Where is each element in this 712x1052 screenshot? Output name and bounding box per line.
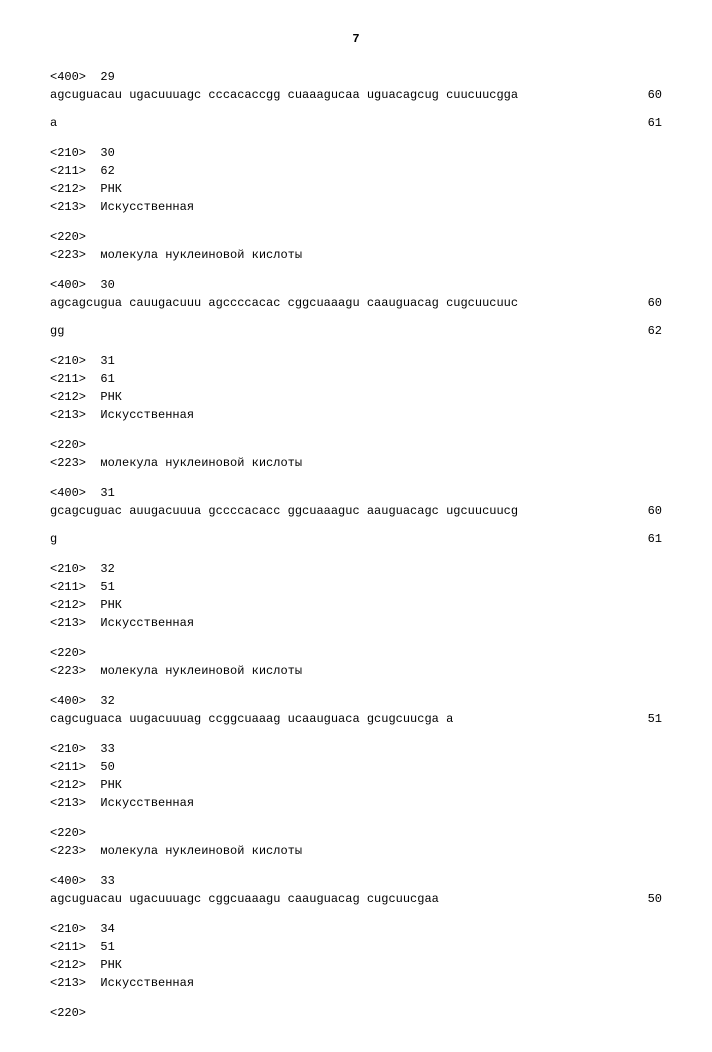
sequence-text: gg bbox=[50, 322, 622, 340]
page-number: 7 bbox=[50, 30, 662, 48]
tag-400: <400> 32 bbox=[50, 692, 662, 710]
sequence-line: g 61 bbox=[50, 530, 662, 548]
sequence-line: agcagcugua cauugacuuu agccccacac cggcuaa… bbox=[50, 294, 662, 312]
sequence-count: 50 bbox=[622, 890, 662, 908]
sequence-count: 60 bbox=[622, 86, 662, 104]
sequence-count: 60 bbox=[622, 294, 662, 312]
tag-400: <400> 31 bbox=[50, 484, 662, 502]
sequence-count: 61 bbox=[622, 114, 662, 132]
tag-400: <400> 33 bbox=[50, 872, 662, 890]
tag-220: <220> bbox=[50, 644, 662, 662]
sequence-line: cagcuguaca uugacuuuag ccggcuaaag ucaaugu… bbox=[50, 710, 662, 728]
tag-213: <213> Искусственная bbox=[50, 198, 662, 216]
sequence-count: 60 bbox=[622, 502, 662, 520]
tag-210: <210> 31 bbox=[50, 352, 662, 370]
tag-211: <211> 51 bbox=[50, 938, 662, 956]
tag-212: <212> РНК bbox=[50, 776, 662, 794]
tag-212: <212> РНК bbox=[50, 180, 662, 198]
tag-212: <212> РНК bbox=[50, 388, 662, 406]
sequence-line: gg 62 bbox=[50, 322, 662, 340]
tag-220: <220> bbox=[50, 824, 662, 842]
tag-213: <213> Искусственная bbox=[50, 614, 662, 632]
tag-210: <210> 30 bbox=[50, 144, 662, 162]
tag-213: <213> Искусственная bbox=[50, 974, 662, 992]
sequence-text: gcagcuguac auugacuuua gccccacacc ggcuaaa… bbox=[50, 502, 622, 520]
tag-220: <220> bbox=[50, 436, 662, 454]
sequence-text: agcuguacau ugacuuuagc cggcuaaagu caaugua… bbox=[50, 890, 622, 908]
sequence-line: a 61 bbox=[50, 114, 662, 132]
tag-211: <211> 61 bbox=[50, 370, 662, 388]
tag-211: <211> 50 bbox=[50, 758, 662, 776]
tag-213: <213> Искусственная bbox=[50, 794, 662, 812]
tag-210: <210> 33 bbox=[50, 740, 662, 758]
tag-212: <212> РНК bbox=[50, 956, 662, 974]
tag-211: <211> 51 bbox=[50, 578, 662, 596]
sequence-line: gcagcuguac auugacuuua gccccacacc ggcuaaa… bbox=[50, 502, 662, 520]
tag-223: <223> молекула нуклеиновой кислоты bbox=[50, 454, 662, 472]
tag-213: <213> Искусственная bbox=[50, 406, 662, 424]
sequence-count: 61 bbox=[622, 530, 662, 548]
sequence-line: agcuguacau ugacuuuagc cccacaccgg cuaaagu… bbox=[50, 86, 662, 104]
tag-212: <212> РНК bbox=[50, 596, 662, 614]
sequence-text: a bbox=[50, 114, 622, 132]
tag-400: <400> 29 bbox=[50, 68, 662, 86]
tag-220: <220> bbox=[50, 228, 662, 246]
sequence-text: agcagcugua cauugacuuu agccccacac cggcuaa… bbox=[50, 294, 622, 312]
sequence-count: 51 bbox=[622, 710, 662, 728]
tag-210: <210> 34 bbox=[50, 920, 662, 938]
tag-211: <211> 62 bbox=[50, 162, 662, 180]
sequence-text: agcuguacau ugacuuuagc cccacaccgg cuaaagu… bbox=[50, 86, 622, 104]
tag-210: <210> 32 bbox=[50, 560, 662, 578]
tag-223: <223> молекула нуклеиновой кислоты bbox=[50, 662, 662, 680]
sequence-text: cagcuguaca uugacuuuag ccggcuaaag ucaaugu… bbox=[50, 710, 622, 728]
sequence-count: 62 bbox=[622, 322, 662, 340]
sequence-line: agcuguacau ugacuuuagc cggcuaaagu caaugua… bbox=[50, 890, 662, 908]
tag-220: <220> bbox=[50, 1004, 662, 1022]
tag-223: <223> молекула нуклеиновой кислоты bbox=[50, 842, 662, 860]
sequence-text: g bbox=[50, 530, 622, 548]
tag-400: <400> 30 bbox=[50, 276, 662, 294]
tag-223: <223> молекула нуклеиновой кислоты bbox=[50, 246, 662, 264]
